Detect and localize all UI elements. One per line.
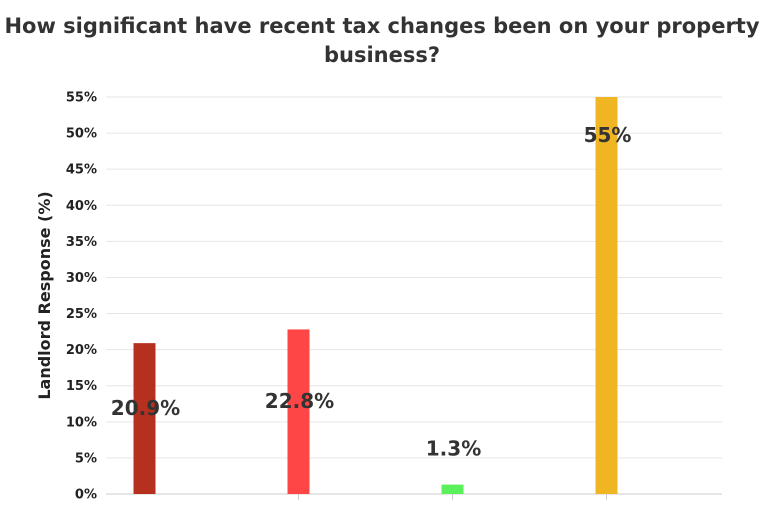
y-tick-label: 20% [66, 343, 97, 358]
chart-title-line2: business? [323, 43, 441, 67]
y-tick-label: 30% [66, 271, 97, 286]
bar [287, 329, 310, 494]
y-axis-label: Landlord Response (%) [35, 191, 54, 399]
y-tick-label: 5% [75, 451, 97, 466]
bar [441, 484, 464, 494]
y-tick-label: 10% [66, 415, 97, 430]
y-tick-label: 50% [66, 127, 97, 142]
y-tick-label: 35% [66, 235, 97, 250]
y-tick-label: 55% [66, 91, 97, 106]
data-label: 20.9% [111, 396, 180, 420]
data-label: 1.3% [426, 437, 481, 461]
chart-title: How significant have recent tax changes … [0, 12, 764, 70]
y-tick-label: 40% [66, 199, 97, 214]
data-label: 55% [584, 123, 632, 147]
data-label: 22.8% [265, 389, 334, 413]
bar [133, 343, 156, 494]
bar [595, 97, 618, 494]
y-tick-label: 15% [66, 379, 97, 394]
y-tick-label: 45% [66, 163, 97, 178]
chart-title-line1: How significant have recent tax changes … [4, 14, 760, 38]
y-tick-label: 0% [75, 488, 97, 503]
y-tick-label: 25% [66, 307, 97, 322]
